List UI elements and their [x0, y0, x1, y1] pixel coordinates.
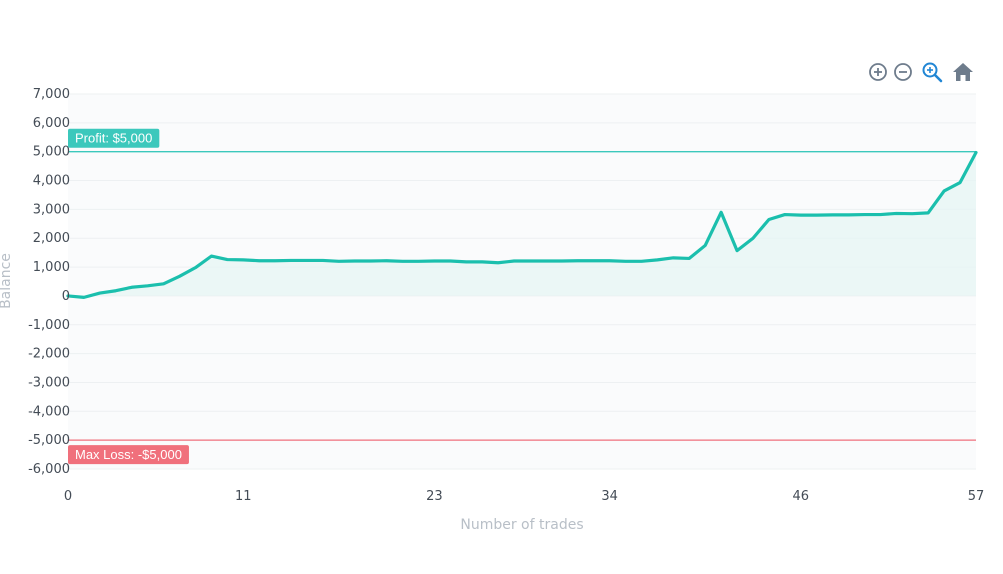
- x-tick-label: 0: [64, 489, 72, 504]
- y-tick-label: -6,000: [28, 462, 70, 477]
- chart-toolbar: [864, 60, 984, 86]
- x-tick-label: 57: [968, 489, 985, 504]
- y-tick-label: 5,000: [33, 145, 70, 160]
- y-tick-label: -3,000: [28, 375, 70, 390]
- zoom-in-icon: [866, 60, 890, 84]
- annotation-label-text: Profit: $5,000: [75, 131, 152, 146]
- y-tick-label: 7,000: [33, 87, 70, 102]
- y-tick-label: -1,000: [28, 318, 70, 333]
- y-tick-label: 4,000: [33, 174, 70, 189]
- x-tick-label: 46: [792, 489, 809, 504]
- magnifier-zoom-icon: [920, 60, 944, 84]
- x-axis-title: Number of trades: [460, 517, 583, 533]
- y-tick-label: -2,000: [28, 347, 70, 362]
- selection-zoom-button[interactable]: [920, 60, 944, 84]
- y-tick-label: -4,000: [28, 404, 70, 419]
- y-tick-label: 3,000: [33, 202, 70, 217]
- x-tick-label: 23: [426, 489, 443, 504]
- annotation-label-text: Max Loss: -$5,000: [75, 447, 182, 462]
- y-tick-label: 6,000: [33, 116, 70, 131]
- y-tick-label: 2,000: [33, 231, 70, 246]
- x-tick-labels: 0 11 23 34 46 57: [64, 489, 984, 504]
- x-tick-label: 11: [235, 489, 252, 504]
- y-tick-labels: 7,000 6,000 5,000 4,000 3,000 2,000 1,000 0 -1,0…: [28, 87, 70, 477]
- x-tick-label: 34: [601, 489, 618, 504]
- y-tick-label: 0: [62, 289, 70, 304]
- zoom-out-icon: [891, 60, 915, 84]
- zoom-out-button[interactable]: [891, 60, 915, 84]
- annotation-label: Max Loss: -$5,000: [68, 445, 189, 464]
- zoom-in-button[interactable]: [866, 60, 890, 84]
- reset-zoom-button[interactable]: [951, 60, 975, 84]
- y-tick-label: -5,000: [28, 433, 70, 448]
- y-axis-title: Balance: [0, 253, 14, 309]
- y-tick-label: 1,000: [33, 260, 70, 275]
- home-reset-icon: [951, 60, 975, 84]
- annotation-label: Profit: $5,000: [68, 129, 159, 148]
